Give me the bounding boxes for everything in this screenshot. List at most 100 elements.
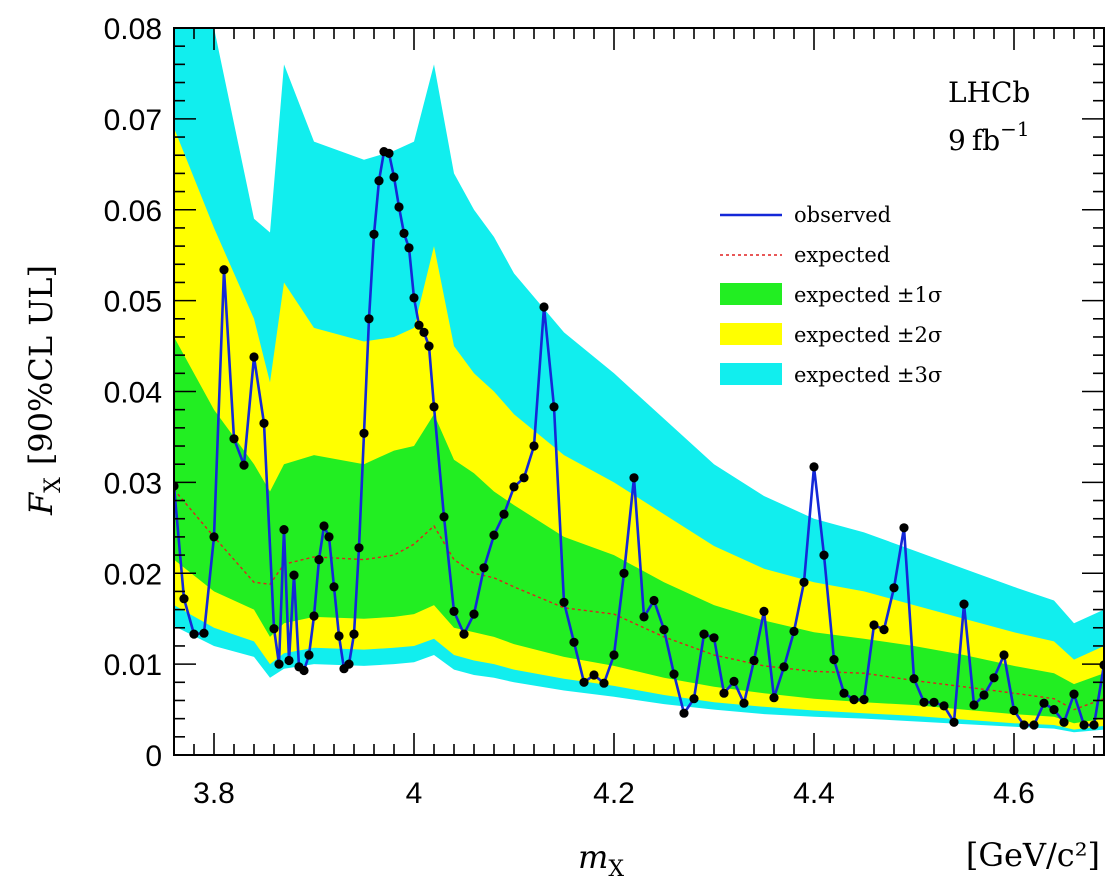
observed-point [609, 650, 619, 660]
observed-point [489, 530, 499, 540]
observed-point [989, 673, 999, 683]
legend: observed expected expected ±1σ expected ±2σ… [720, 203, 942, 387]
observed-point [869, 620, 879, 630]
observed-point [839, 688, 849, 698]
observed-point [939, 701, 949, 711]
observed-point [409, 293, 419, 303]
y-tick-label: 0.01 [104, 649, 162, 682]
observed-point [354, 543, 364, 553]
observed-point [659, 625, 669, 635]
observed-point [689, 694, 699, 704]
observed-point [1059, 717, 1069, 727]
observed-point [1049, 705, 1059, 715]
x-tick-label: 4.6 [993, 777, 1035, 810]
observed-point [639, 612, 649, 622]
observed-point [384, 148, 394, 158]
observed-point [1089, 720, 1099, 730]
expected-curve [174, 489, 1104, 711]
observed-point [289, 570, 299, 580]
observed-point [469, 609, 479, 619]
observed-point [949, 717, 959, 727]
observed-point [579, 677, 589, 687]
observed-point [439, 512, 449, 522]
observed-point [779, 662, 789, 672]
observed-point [269, 624, 279, 634]
observed-point [719, 688, 729, 698]
observed-point [959, 599, 969, 609]
observed-point [649, 595, 659, 606]
observed-point [1029, 720, 1039, 730]
observed-point [549, 402, 559, 412]
legend-label: expected [794, 243, 890, 267]
observed-point [539, 302, 549, 312]
observed-point [479, 563, 489, 573]
observed-point [859, 695, 869, 705]
observed-point [879, 625, 889, 635]
observed-point [1069, 689, 1079, 699]
y-tick-label: 0.03 [104, 467, 162, 500]
observed-point [239, 460, 249, 470]
observed-point [249, 352, 259, 362]
observed-point [344, 659, 354, 669]
observed-point [849, 695, 859, 705]
x-axis-unit: [GeV/c²] [966, 836, 1100, 874]
observed-point [364, 314, 374, 324]
observed-point [374, 176, 384, 186]
y-tick-label: 0 [145, 740, 162, 773]
observed-point [429, 402, 439, 412]
observed-point [299, 665, 309, 676]
observed-point [679, 708, 689, 718]
observed-point [279, 525, 289, 535]
observed-point [414, 320, 424, 330]
observed-point [699, 629, 709, 639]
expected-line [174, 489, 1104, 711]
observed-point [729, 676, 739, 687]
observed-point [589, 670, 599, 680]
observed-point [889, 583, 899, 593]
observed-point [669, 669, 679, 679]
observed-point [829, 655, 839, 665]
axis-ticks [173, 27, 1104, 756]
observed-point [929, 697, 939, 707]
observed-point [459, 629, 469, 639]
observed-point [174, 481, 179, 491]
observed-point [419, 327, 429, 337]
observed-point [759, 606, 769, 617]
observed-point [229, 434, 239, 444]
y-tick-label: 0.04 [104, 377, 162, 410]
y-axis-label: FX[90%CL UL] [22, 265, 66, 516]
legend-entry: expected [720, 243, 890, 267]
observed-point [179, 594, 189, 604]
x-tick-label: 4.2 [593, 777, 635, 810]
x-tick-labels: 3.8 4 4.2 4.4 4.6 [193, 777, 1035, 810]
observed-point [999, 650, 1009, 660]
observed-point [519, 473, 529, 483]
observed-point [899, 523, 909, 533]
observed-point [314, 555, 324, 565]
observed-point [1019, 720, 1029, 730]
observed-point [739, 698, 749, 708]
observed-point [334, 631, 344, 641]
observed-point [424, 341, 434, 351]
observed-point [349, 629, 359, 639]
observed-point [529, 441, 539, 451]
observed-point [809, 462, 819, 472]
y-tick-label: 0.02 [104, 558, 162, 591]
observed-point [969, 700, 979, 710]
observed-point [1009, 705, 1019, 716]
y-tick-label: 0.08 [104, 13, 162, 46]
legend-entry: expected ±2σ [720, 323, 942, 347]
legend-label: observed [794, 203, 891, 227]
observed-point [619, 568, 629, 578]
observed-point [199, 628, 209, 638]
observed-point [404, 243, 414, 253]
observed-point [789, 626, 799, 637]
observed-point [979, 690, 989, 700]
observed-point [769, 693, 779, 703]
observed-point [509, 482, 519, 492]
legend-label: expected ±1σ [794, 283, 942, 307]
observed-point [359, 428, 369, 438]
y-tick-label: 0.06 [104, 195, 162, 228]
observed-point [389, 172, 399, 182]
